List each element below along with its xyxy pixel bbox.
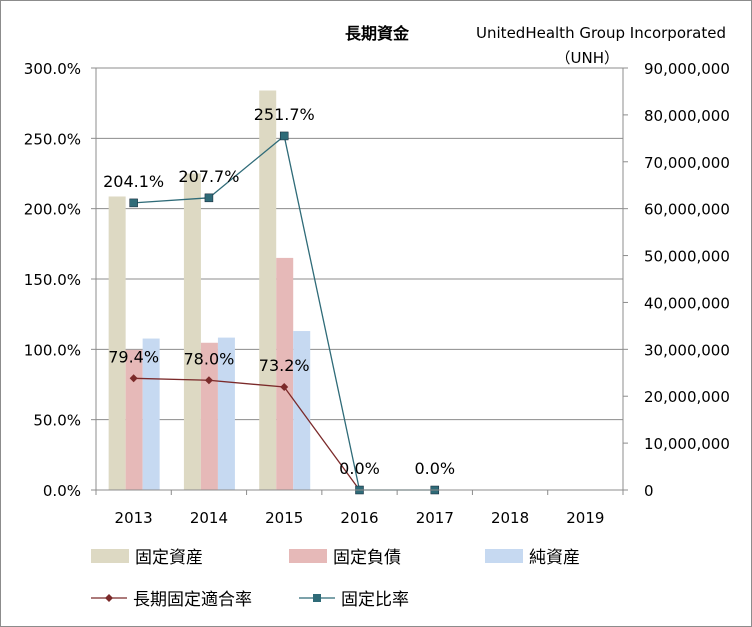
legend-label-fixed-liabilities: 固定負債	[333, 548, 401, 568]
company-name: UnitedHealth Group Incorporated	[476, 24, 726, 42]
right-axis-tick-label: 30,000,000	[644, 341, 730, 359]
left-axis-tick-label: 150.0%	[24, 271, 81, 289]
bar-fixed-liabilities	[125, 349, 143, 490]
bar-fixed-assets	[259, 90, 277, 491]
legend-swatch-net-assets	[485, 549, 523, 563]
bar-fixed-liabilities	[276, 257, 294, 490]
x-axis-tick-label: 2017	[416, 509, 454, 527]
right-axis-tick-label: 10,000,000	[644, 435, 730, 453]
right-axis-tick-label: 70,000,000	[644, 154, 730, 172]
right-axis-tick-label: 90,000,000	[644, 60, 730, 78]
legend-swatch-fixed-assets	[91, 549, 129, 563]
legend-label-fixed-assets: 固定資産	[135, 548, 203, 568]
bar-fixed-assets	[183, 173, 201, 490]
legend-marker-long-term-fixed-ratio	[105, 594, 113, 602]
left-axis-tick-label: 250.0%	[24, 130, 81, 148]
marker-fixed-ratio	[279, 131, 289, 141]
x-axis-tick-label: 2016	[340, 509, 378, 527]
legend-label-fixed-ratio: 固定比率	[341, 590, 409, 610]
right-axis-tick-label: 60,000,000	[644, 201, 730, 219]
bars	[108, 90, 311, 491]
line-long-term-fixed-ratio	[133, 377, 361, 491]
left-axis-tick-label: 50.0%	[33, 412, 81, 430]
data-label-long-term-fixed-ratio: 79.4%	[108, 347, 159, 366]
x-axis-tick-label: 2019	[566, 509, 604, 527]
left-axis-tick-label: 300.0%	[24, 60, 81, 78]
marker-long-term-fixed-ratio	[204, 376, 213, 385]
right-axis-tick-label: 0	[644, 482, 654, 500]
data-labels: 79.4% 78.0% 73.2% 204.1% 207.7% 251.7% 0.0% 0.0…	[103, 105, 455, 478]
bar-fixed-assets	[108, 196, 126, 490]
legend-label-long-term-fixed-ratio: 長期固定適合率	[133, 590, 252, 610]
bar-net-assets	[217, 337, 235, 490]
marker-fixed-ratio	[204, 193, 214, 203]
right-axis-tick-label: 50,000,000	[644, 248, 730, 266]
right-axis-tick-label: 40,000,000	[644, 294, 730, 312]
right-axis-tick-label: 20,000,000	[644, 388, 730, 406]
left-axis-tick-label: 0.0%	[43, 482, 81, 500]
data-label-fixed-ratio: 0.0%	[414, 459, 455, 478]
data-label-fixed-ratio: 204.1%	[103, 172, 164, 191]
legend-swatch-fixed-liabilities	[289, 549, 327, 563]
gridlines	[96, 67, 623, 421]
legend-label-net-assets: 純資産	[529, 548, 580, 568]
marker-fixed-ratio	[129, 198, 138, 208]
chart-title: 長期資金	[345, 24, 410, 43]
x-axis-tick-label: 2014	[190, 509, 228, 527]
ticker-label: （UNH）	[556, 49, 619, 67]
data-label-long-term-fixed-ratio: 73.2%	[259, 356, 310, 375]
axes: 0.0% 50.0% 100.0% 150.0% 200.0% 250.0% 300.0% 0…	[24, 60, 730, 527]
data-label-fixed-ratio: 251.7%	[254, 105, 315, 124]
legend-marker-fixed-ratio	[313, 594, 321, 602]
right-axis-tick-label: 80,000,000	[644, 107, 730, 125]
bar-net-assets	[142, 338, 160, 490]
marker-long-term-fixed-ratio	[129, 374, 138, 383]
data-label-fixed-ratio: 207.7%	[178, 167, 239, 186]
data-label-long-term-fixed-ratio: 78.0%	[184, 349, 235, 368]
x-axis-tick-label: 2018	[491, 509, 529, 527]
x-axis-tick-label: 2015	[265, 509, 303, 527]
data-label-fixed-ratio: 0.0%	[339, 459, 380, 478]
left-axis-tick-label: 100.0%	[24, 341, 81, 359]
x-axis-tick-label: 2013	[115, 509, 153, 527]
left-axis-tick-label: 200.0%	[24, 201, 81, 219]
marker-long-term-fixed-ratio	[280, 383, 289, 392]
